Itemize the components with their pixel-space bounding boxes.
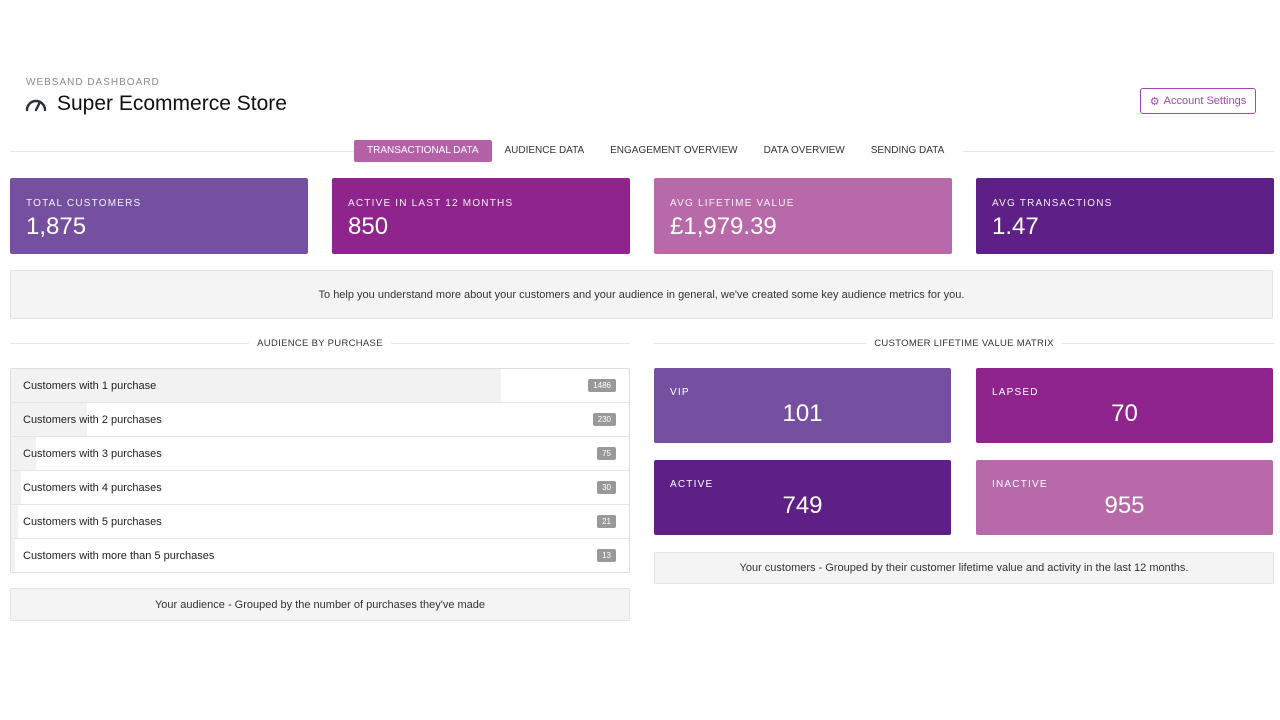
audience-caption: Your audience - Grouped by the number of… xyxy=(10,588,630,621)
purchase-bar xyxy=(11,539,16,572)
page-header: Super Ecommerce Store xyxy=(25,92,287,116)
kpi-avg-lifetime-value: AVG LIFETIME VALUE £1,979.39 xyxy=(654,178,952,254)
matrix-cell-vip: VIP 101 xyxy=(654,368,951,443)
tab-transactional-data[interactable]: TRANSACTIONAL DATA xyxy=(354,140,492,162)
tab-data-overview[interactable]: DATA OVERVIEW xyxy=(763,145,845,156)
count-badge: 13 xyxy=(597,549,616,562)
purchase-label: Customers with 3 purchases xyxy=(23,447,162,460)
list-item: Customers with 4 purchases 30 xyxy=(11,471,629,505)
section-title-text: CUSTOMER LIFETIME VALUE MATRIX xyxy=(874,338,1054,349)
count-badge: 21 xyxy=(597,515,616,528)
account-settings-label: Account Settings xyxy=(1163,95,1247,107)
purchase-label: Customers with 4 purchases xyxy=(23,481,162,494)
purchase-bar xyxy=(11,369,501,402)
matrix-cell-value: 70 xyxy=(1111,400,1138,427)
dashboard-eyebrow: WEBSAND DASHBOARD xyxy=(26,77,160,88)
tab-engagement-overview[interactable]: ENGAGEMENT OVERVIEW xyxy=(610,145,738,156)
divider xyxy=(654,343,867,344)
divider xyxy=(10,343,250,344)
matrix-cell-lapsed: LAPSED 70 xyxy=(976,368,1273,443)
kpi-value: 850 xyxy=(348,213,389,240)
audience-purchase-list: Customers with 1 purchase 1486 Customers… xyxy=(10,368,630,573)
count-badge: 230 xyxy=(592,413,616,426)
kpi-label: ACTIVE IN LAST 12 MONTHS xyxy=(348,198,514,209)
tab-sending-data[interactable]: SENDING DATA xyxy=(870,145,945,156)
kpi-value: 1.47 xyxy=(992,213,1039,240)
count-badge: 30 xyxy=(597,481,616,494)
gear-icon: ⚙ xyxy=(1149,95,1160,108)
matrix-cell-active: ACTIVE 749 xyxy=(654,460,951,535)
kpi-label: TOTAL CUSTOMERS xyxy=(26,198,142,209)
page-title: Super Ecommerce Store xyxy=(57,92,287,115)
list-item: Customers with 3 purchases 75 xyxy=(11,437,629,471)
matrix-caption: Your customers - Grouped by their custom… xyxy=(654,552,1274,584)
divider xyxy=(1061,343,1274,344)
purchase-bar xyxy=(11,471,21,504)
matrix-cell-value: 749 xyxy=(782,492,823,519)
matrix-cell-label: VIP xyxy=(670,387,690,398)
kpi-value: 1,875 xyxy=(26,213,87,240)
matrix-cell-label: ACTIVE xyxy=(670,479,714,490)
matrix-cell-value: 955 xyxy=(1104,492,1145,519)
gauge-icon xyxy=(25,99,47,112)
tab-audience-data[interactable]: AUDIENCE DATA xyxy=(504,145,585,156)
list-item: Customers with 5 purchases 21 xyxy=(11,505,629,539)
kpi-value: £1,979.39 xyxy=(670,213,777,240)
list-item: Customers with 1 purchase 1486 xyxy=(11,369,629,403)
kpi-active-12-months: ACTIVE IN LAST 12 MONTHS 850 xyxy=(332,178,630,254)
kpi-label: AVG LIFETIME VALUE xyxy=(670,198,795,209)
count-badge: 1486 xyxy=(588,379,616,392)
kpi-avg-transactions: AVG TRANSACTIONS 1.47 xyxy=(976,178,1274,254)
section-title-text: AUDIENCE BY PURCHASE xyxy=(257,338,383,349)
matrix-cell-label: LAPSED xyxy=(992,387,1039,398)
tab-bar: TRANSACTIONAL DATA AUDIENCE DATA ENGAGEM… xyxy=(354,140,964,162)
purchase-label: Customers with 2 purchases xyxy=(23,413,162,426)
matrix-cell-value: 101 xyxy=(782,400,823,427)
account-settings-button[interactable]: ⚙ Account Settings xyxy=(1140,88,1256,114)
purchase-label: Customers with 5 purchases xyxy=(23,515,162,528)
purchase-bar xyxy=(11,437,36,470)
count-badge: 75 xyxy=(597,447,616,460)
matrix-cell-label: INACTIVE xyxy=(992,479,1048,490)
matrix-section-title: CUSTOMER LIFETIME VALUE MATRIX xyxy=(654,338,1274,349)
divider xyxy=(390,343,631,344)
purchase-label: Customers with 1 purchase xyxy=(23,379,157,392)
info-message: To help you understand more about your c… xyxy=(10,270,1273,319)
kpi-label: AVG TRANSACTIONS xyxy=(992,198,1113,209)
matrix-cell-inactive: INACTIVE 955 xyxy=(976,460,1273,535)
purchase-bar xyxy=(11,505,18,538)
purchase-label: Customers with more than 5 purchases xyxy=(23,549,215,562)
list-item: Customers with more than 5 purchases 13 xyxy=(11,539,629,572)
list-item: Customers with 2 purchases 230 xyxy=(11,403,629,437)
kpi-row: TOTAL CUSTOMERS 1,875 ACTIVE IN LAST 12 … xyxy=(10,178,1274,254)
purchase-bar xyxy=(11,403,87,436)
kpi-total-customers: TOTAL CUSTOMERS 1,875 xyxy=(10,178,308,254)
audience-section-title: AUDIENCE BY PURCHASE xyxy=(10,338,631,349)
